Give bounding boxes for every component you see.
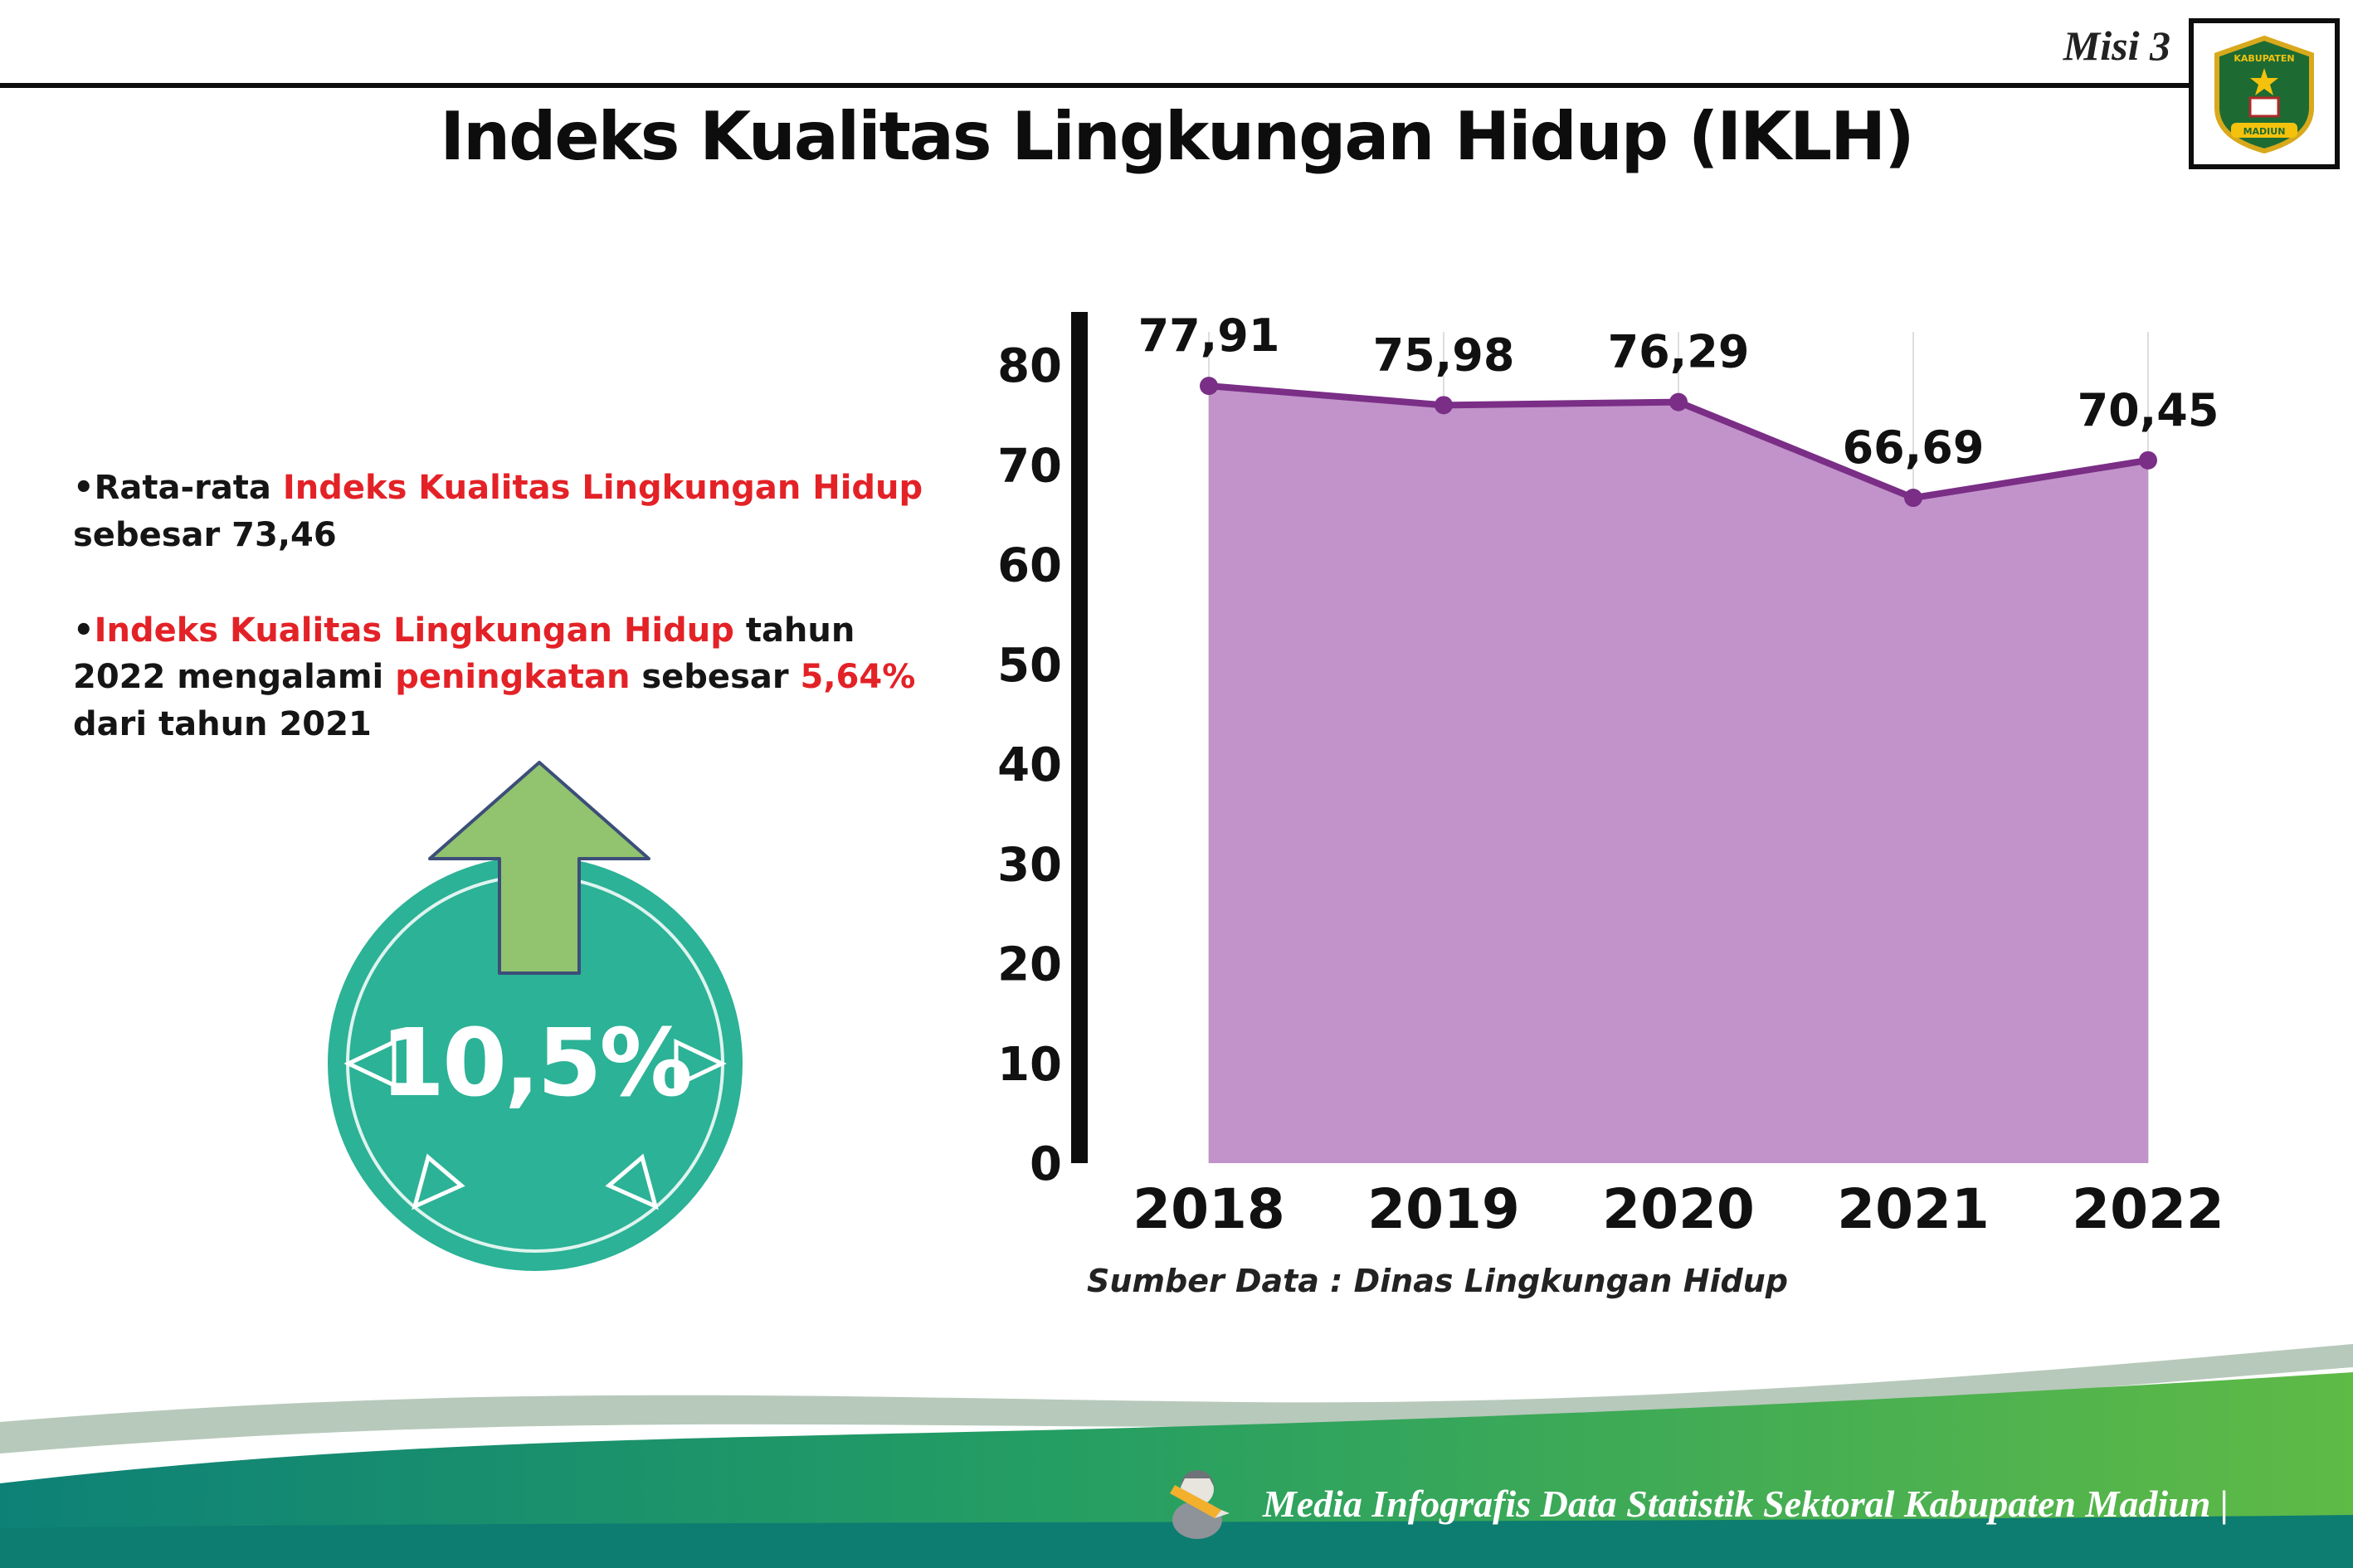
badge-decor-triangles	[343, 1039, 727, 1210]
badge-decor-triangle	[674, 1039, 727, 1088]
mascot-cap	[1181, 1470, 1214, 1487]
y-tick-label: 70	[997, 439, 1062, 493]
source-note: Sumber Data : Dinas Lingkungan Hidup	[1087, 1263, 1788, 1299]
x-tick-2022: 2022	[2072, 1177, 2224, 1241]
y-tick-label: 30	[997, 838, 1062, 892]
footer-wave: Media Infografis Data Statistik Sektoral…	[0, 1303, 2353, 1568]
bullet2-seg6: dari tahun 2021	[73, 705, 372, 744]
up-arrow-icon	[428, 761, 650, 975]
logo-crest-icon: KABUPATEN MADIUN	[2214, 35, 2314, 154]
summary-bullets: •Rata-rata Indeks Kualitas Lingkungan Hi…	[73, 465, 944, 796]
area-fill	[1209, 386, 2148, 1163]
data-point-2022	[2139, 450, 2157, 470]
badge-decor-triangle	[412, 1153, 465, 1210]
value-label-2019: 75,98	[1373, 329, 1515, 381]
x-tick-2021: 2021	[1837, 1177, 1990, 1241]
bullet-dot: •	[73, 469, 95, 507]
bullet2-seg3: peningkatan	[395, 658, 631, 697]
logo-text-kabupaten: KABUPATEN	[2234, 53, 2294, 64]
y-tick-label: 20	[997, 938, 1062, 992]
y-tick-label: 0	[1030, 1137, 1062, 1191]
bullet1-seg2: Indeks Kualitas Lingkungan Hidup	[282, 469, 923, 507]
wave-main-band	[0, 1372, 2353, 1568]
mascot-pencil	[1170, 1485, 1221, 1518]
badge-decor-triangle	[605, 1153, 659, 1210]
bullet-dot: •	[73, 611, 95, 650]
x-tick-2020: 2020	[1602, 1177, 1755, 1241]
up-arrow-shape	[428, 761, 650, 975]
value-label-2021: 66,69	[1843, 421, 1985, 474]
data-point-2018	[1200, 377, 1218, 396]
bullet2-seg4: sebesar	[630, 658, 801, 697]
bullet2-seg5: 5,64%	[800, 658, 916, 697]
crest-star-icon	[2250, 68, 2278, 95]
increase-badge: 10,5%	[328, 759, 743, 1290]
logo-text-madiun: MADIUN	[2243, 126, 2286, 137]
data-point-2020	[1669, 392, 1688, 411]
x-tick-2018: 2018	[1133, 1177, 1285, 1241]
top-divider-line	[0, 83, 2194, 88]
y-tick-label: 80	[997, 339, 1062, 393]
bullet2-seg1: Indeks Kualitas Lingkungan Hidup	[94, 611, 734, 650]
misi-label: Misi 3	[2063, 22, 2170, 69]
value-label-2022: 70,45	[2078, 384, 2219, 436]
value-label-2020: 76,29	[1608, 326, 1750, 378]
value-label-2018: 77,91	[1138, 309, 1280, 362]
wave-decoration	[0, 1344, 2353, 1568]
footer-credit: Media Infografis Data Statistik Sektoral…	[1262, 1483, 2229, 1525]
data-point-2021	[1904, 489, 1922, 508]
bullet-increase-2022: •Indeks Kualitas Lingkungan Hidup tahun …	[73, 607, 944, 748]
x-tick-2019: 2019	[1367, 1177, 1520, 1241]
iklh-area-chart: 0 10 20 30 40 50 60 70 80 77,91 2018 75,98 2019 76,29…	[997, 309, 2224, 1241]
bullet1-seg1: Rata-rata	[94, 469, 283, 507]
y-tick-label: 60	[997, 539, 1062, 593]
bullet2-seg2: tahun 2022 mengalami	[73, 611, 855, 697]
mascot-icon	[1170, 1470, 1230, 1539]
badge-value: 10,5%	[380, 1010, 693, 1118]
bullet1-seg3: sebesar 73,46	[73, 515, 337, 554]
y-tick-label: 10	[997, 1038, 1062, 1092]
y-tick-label: 50	[997, 639, 1062, 693]
y-axis-bar	[1071, 312, 1088, 1163]
y-tick-label: 40	[997, 738, 1062, 792]
data-point-2019	[1435, 396, 1453, 415]
wave-bottom-strip	[0, 1515, 2353, 1568]
badge-decor-triangle	[343, 1039, 397, 1088]
kabupaten-madiun-logo: KABUPATEN MADIUN	[2189, 18, 2340, 169]
bullet-average-iklh: •Rata-rata Indeks Kualitas Lingkungan Hi…	[73, 465, 944, 559]
crest-banner	[2231, 123, 2297, 138]
crest-inner-shield	[2248, 96, 2280, 118]
page-title: Indeks Kualitas Lingkungan Hidup (IKLH)	[440, 98, 1914, 175]
mascot-pencil-tip	[1215, 1510, 1230, 1518]
